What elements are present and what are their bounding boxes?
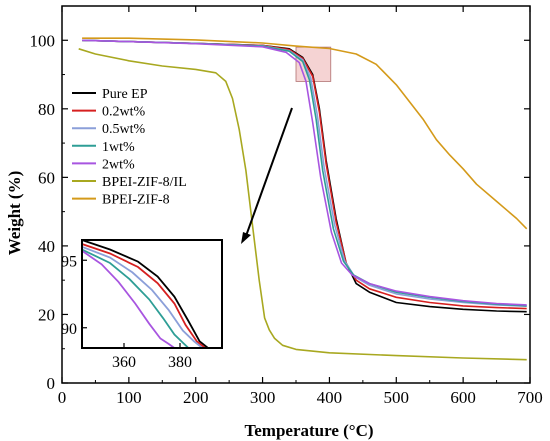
y-tick-label: 80 (38, 100, 55, 119)
x-tick-label: 200 (183, 388, 209, 407)
inset-y-tick-label: 95 (61, 253, 77, 270)
zoom-arrow-line (245, 107, 293, 237)
x-tick-label: 300 (250, 388, 276, 407)
series-line-5 (78, 48, 527, 361)
y-tick-label: 100 (30, 31, 56, 50)
legend: Pure EP 0.2wt% 0.5wt% 1wt% 2wt% BPEI-ZIF-8/IL… (72, 87, 187, 208)
y-tick-label: 20 (38, 305, 55, 324)
legend-label-4: 2wt% (102, 157, 135, 172)
y-tick-label: 60 (38, 168, 55, 187)
y-tick-label: 40 (38, 237, 55, 256)
inset-x-tick-label: 380 (168, 354, 192, 371)
x-tick-label: 0 (58, 388, 67, 407)
inset-series-line-1 (82, 243, 206, 348)
main-plot: 0 100 200 300 400 500 600 700 0 20 40 60 80 100 (30, 5, 543, 407)
zoom-arrow (241, 107, 293, 244)
inset-y-tick-label: 90 (61, 321, 77, 338)
inset-series-line-2 (82, 245, 203, 348)
legend-label-6: BPEI-ZIF-8 (102, 193, 170, 208)
x-axis-label: Temperature (°C) (244, 421, 373, 440)
x-tick-label: 400 (317, 388, 343, 407)
inset-series-line-4 (82, 250, 175, 348)
y-axis-label: Weight (%) (5, 171, 24, 256)
inset-frame (81, 239, 223, 349)
inset-x-tick-label: 360 (112, 354, 136, 371)
legend-label-5: BPEI-ZIF-8/IL (102, 175, 187, 190)
inset-plot: 360 380 90 95 (61, 239, 223, 371)
inset-series-line-0 (82, 240, 209, 348)
zoom-arrow-head (241, 232, 251, 244)
x-tick-label: 100 (116, 388, 142, 407)
legend-label-2: 0.5wt% (102, 122, 146, 137)
x-tick-label: 500 (384, 388, 410, 407)
series-line-4 (82, 39, 527, 306)
inset-background (82, 240, 222, 348)
legend-label-3: 1wt% (102, 140, 135, 155)
x-tick-label: 600 (450, 388, 476, 407)
series-line-6 (82, 37, 528, 230)
y-tick-label: 0 (47, 374, 56, 393)
x-tick-label: 700 (517, 388, 543, 407)
legend-label-0: Pure EP (102, 87, 148, 102)
inset-series-line-3 (82, 248, 190, 348)
legend-label-1: 0.2wt% (102, 105, 146, 120)
